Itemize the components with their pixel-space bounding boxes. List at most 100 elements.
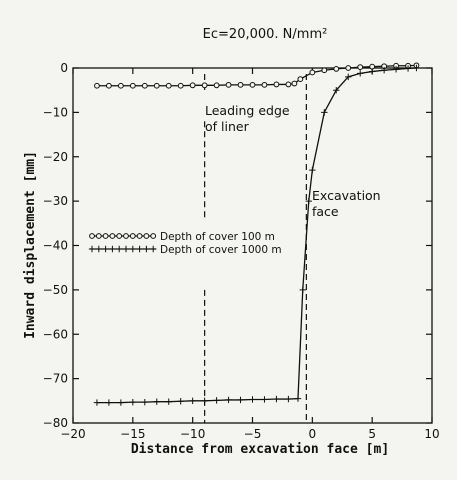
legend-marker-0 [95,233,102,239]
y-tick-label: 0 [60,61,68,75]
x-axis-title: Distance from excavation face [m] [131,442,389,457]
series-1-point [165,398,172,405]
legend-marker-1 [136,245,143,253]
series-1-point [404,65,412,72]
series-1-point [294,395,302,402]
legend-marker-1 [129,245,136,253]
legend-marker-1 [116,245,123,253]
legend-marker-1 [109,245,116,253]
chart-title: Ec=20,000. N/mm² [203,27,328,42]
series-1-point [392,66,400,73]
series-0-point [94,82,100,89]
series-1-point [299,286,306,294]
legend-marker-1 [150,245,157,253]
legend-marker-1 [95,245,102,253]
series-0-point [309,69,316,76]
series-1-point [129,398,137,406]
series-1-point [105,399,113,406]
series-0-point [249,81,256,88]
series-0-point [177,82,184,89]
series-1-point [321,109,328,116]
series-0-point [237,81,244,88]
series-1-point [141,398,148,406]
series-0-point [165,82,172,89]
x-tick-label: −5 [244,427,262,441]
series-0-point [297,76,304,82]
series-1-point [153,398,160,405]
legend-marker-0 [129,233,136,239]
legend-label-1000m: Depth of cover 1000 m [160,244,282,256]
series-0-point [285,81,292,88]
series-1-point [261,396,268,403]
series-0-point [321,67,328,74]
series-1-point [309,166,316,174]
x-axis: −20 −15 −10 −5 0 5 10 [60,68,440,441]
series-0-point [345,65,352,71]
series-1-point [213,397,220,404]
legend-marker-1 [102,245,109,253]
y-tick-label: −20 [43,150,68,164]
annotation-excavation-face-line2: face [312,204,339,219]
annotation-excavation-face-line1: Excavation [312,188,381,203]
series-0-point [357,64,364,71]
series-1-point [357,70,364,77]
series-1-point [237,396,244,404]
legend-label-100m: Depth of cover 100 m [160,231,275,243]
series-0-point [189,82,196,89]
series-0-point [261,81,268,88]
series-1-point [189,397,196,405]
series-0-point [201,82,208,89]
x-tick-label: 0 [309,427,317,441]
legend-marker-0 [143,233,150,239]
legend-marker-0 [89,233,95,239]
series-0-point [225,81,232,88]
annotation-leading-edge-line1: Leading edge [205,103,290,118]
series-0-point [129,82,136,89]
series-1-point [345,73,352,81]
y-tick-label: −50 [43,283,68,297]
series-1-point [117,399,125,406]
legend-marker-1 [88,245,96,253]
x-tick-label: −20 [60,427,85,441]
series-0-point [106,82,112,89]
y-tick-label: −80 [43,416,68,430]
legend: Depth of cover 100 m Depth of cover 1000… [88,231,282,256]
x-tick-label: 5 [368,427,376,441]
y-axis-title: Inward displacement [mm] [23,151,38,339]
x-tick-label: −15 [120,427,145,441]
series-1-point [380,67,388,74]
series-1-point [93,399,101,406]
series-0-point [213,82,220,89]
series-1-point [201,397,208,405]
legend-marker-1 [143,245,150,253]
y-tick-label: −30 [43,194,68,208]
y-tick-label: −60 [43,327,68,341]
series-0-point [141,82,148,89]
x-tick-label: 10 [424,427,439,441]
legend-marker-0 [102,233,109,239]
series-layer [93,62,420,406]
y-tick-label: −70 [43,372,68,386]
series-0-point [291,80,298,87]
series-1-point [333,86,340,94]
legend-marker-1 [122,245,130,253]
series-0-point [153,82,160,89]
series-1-point [273,395,280,403]
series-1-point [285,395,292,403]
series-0-point [369,63,376,70]
legend-marker-0 [150,233,157,239]
series-0-point [333,65,340,72]
y-tick-label: −10 [43,105,68,119]
legend-marker-0 [109,233,116,239]
series-0-point [273,81,280,88]
series-1-point [249,396,256,403]
y-axis: 0 −10 −20 −30 −40 −50 −60 −70 −80 [43,61,432,430]
series-1-point [177,398,184,405]
series-1-point [305,197,312,205]
x-tick-label: −10 [180,427,205,441]
series-1-point [413,64,420,72]
legend-marker-0 [116,233,123,239]
y-tick-label: −40 [43,239,68,253]
series-1-point [368,68,376,75]
